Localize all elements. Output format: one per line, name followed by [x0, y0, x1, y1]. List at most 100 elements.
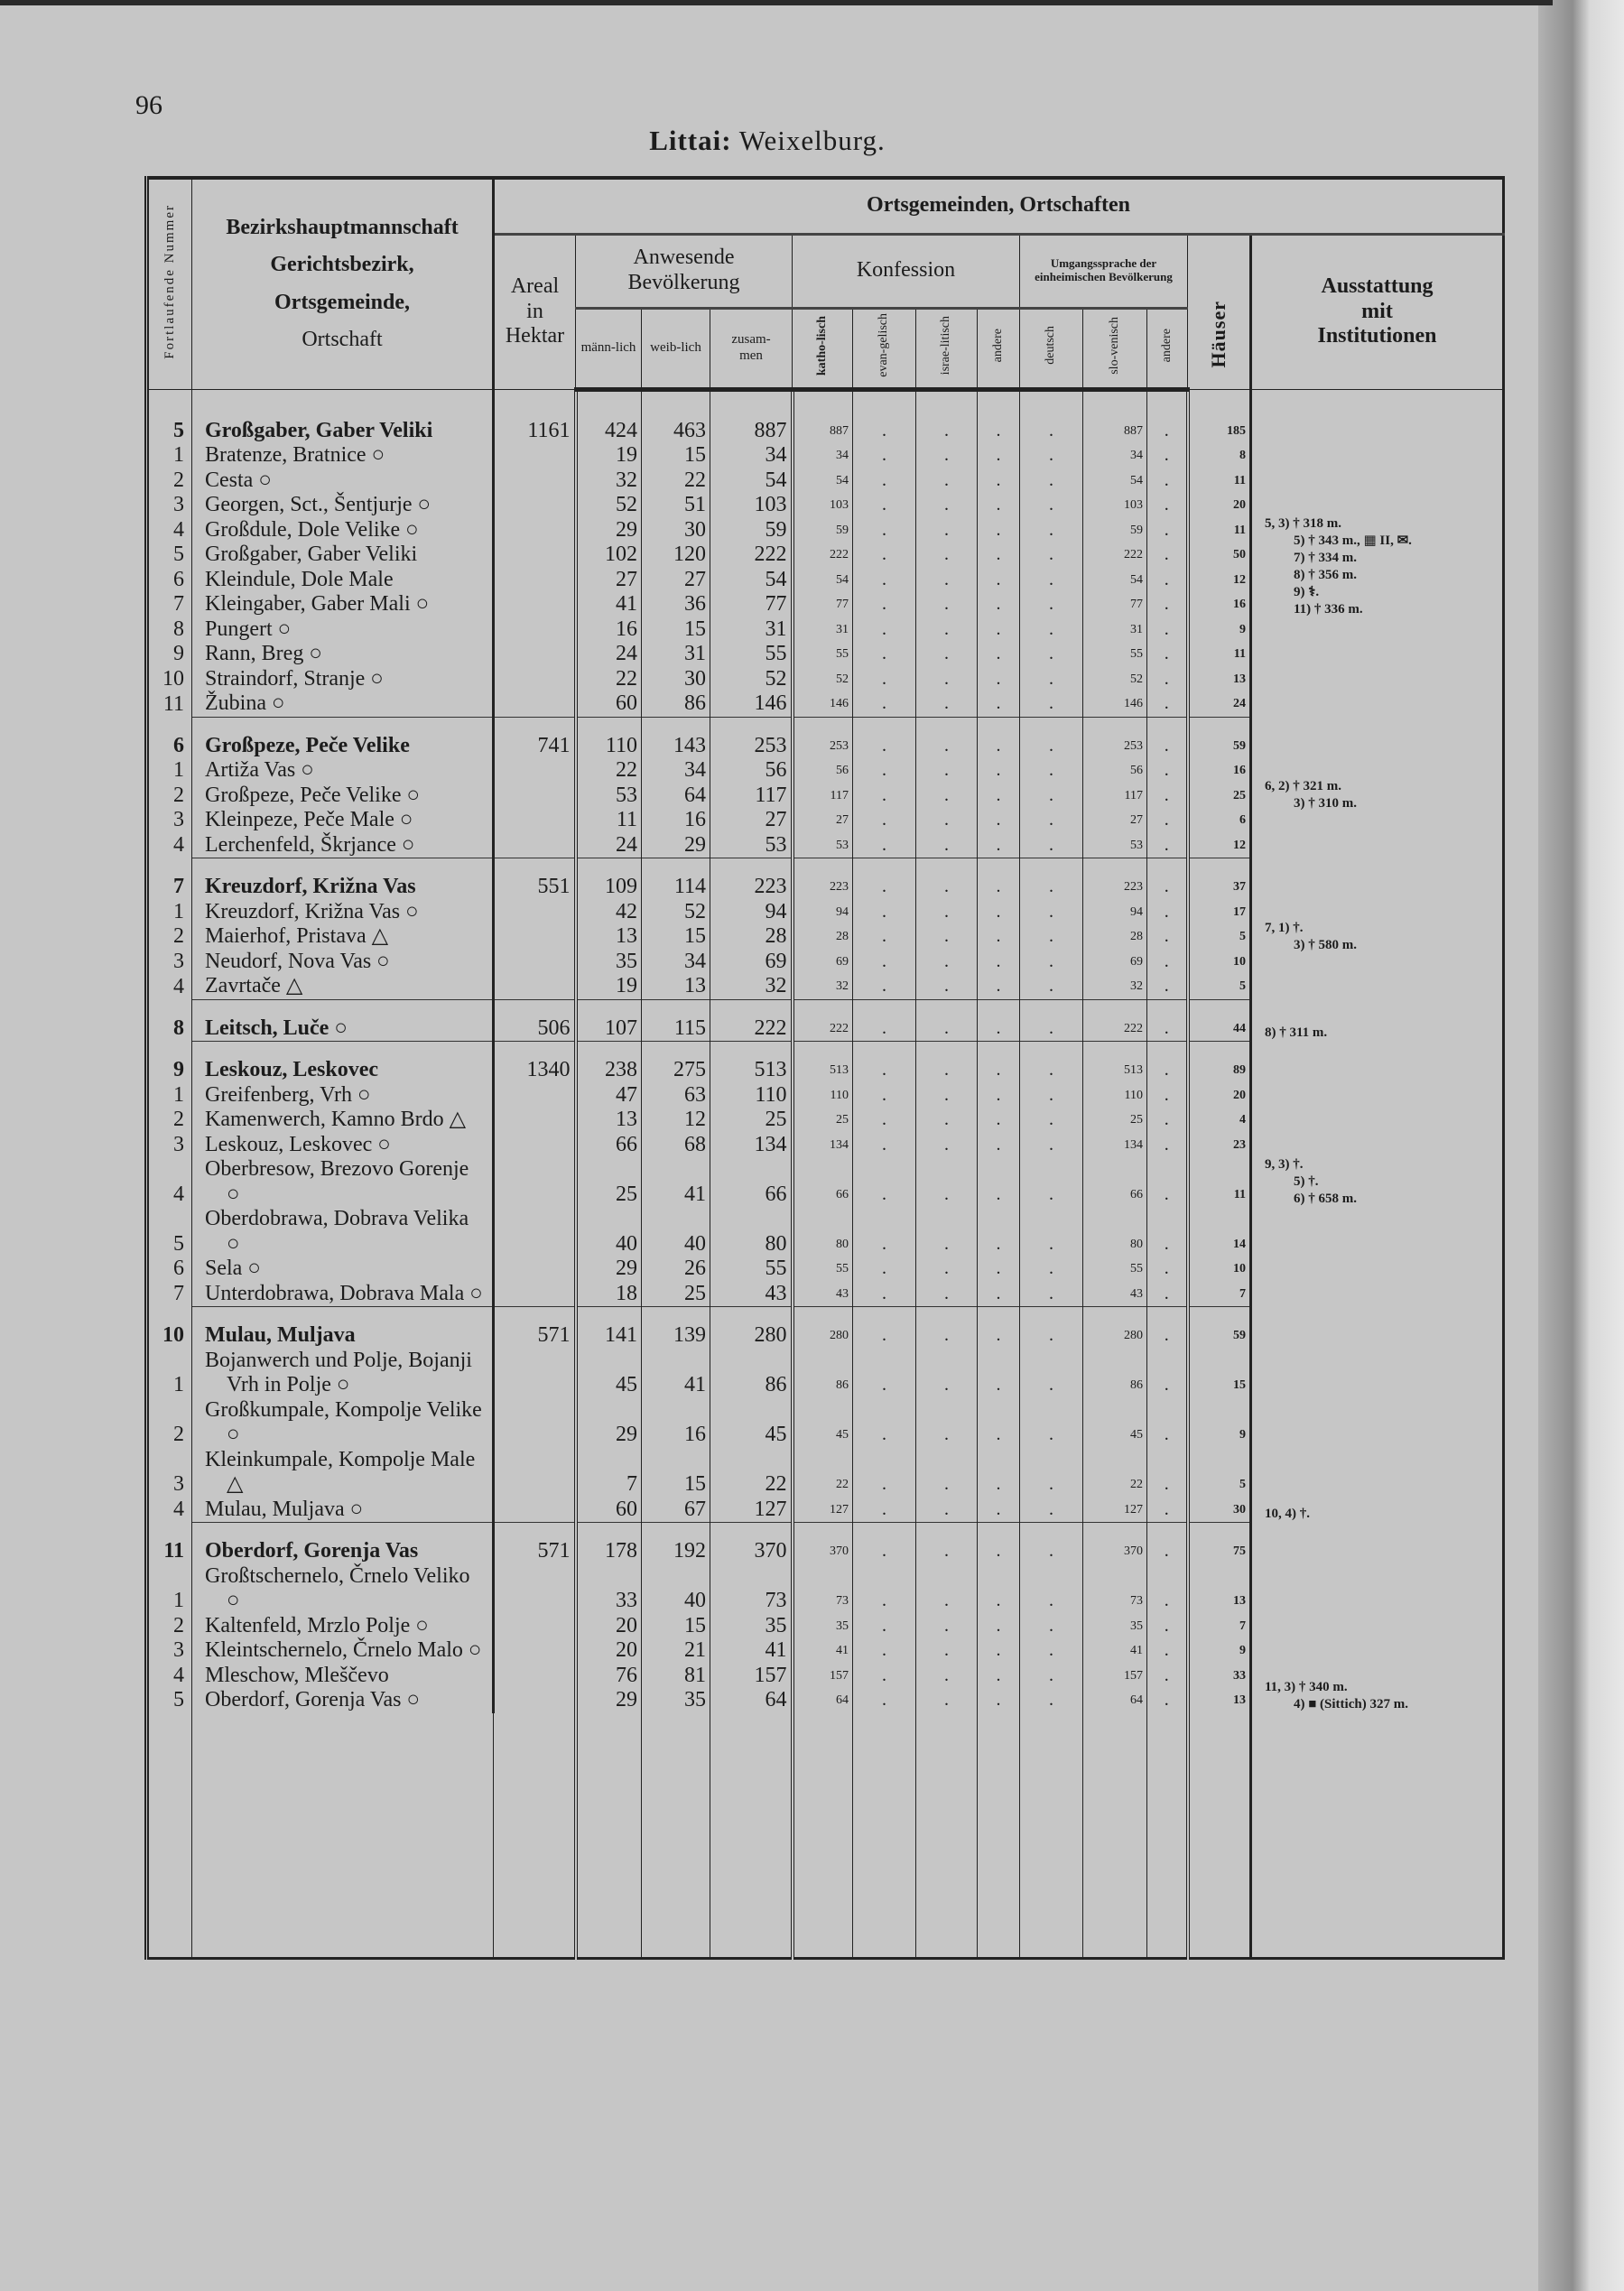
other-language-count: . [1146, 1613, 1190, 1638]
male-count: 19 [575, 443, 642, 468]
header-weiblich: weib-lich [641, 307, 710, 392]
other-confession-count: . [977, 493, 1020, 518]
female-count: 15 [641, 1447, 710, 1498]
evangelical-count: . [852, 783, 916, 808]
catholic-count: 53 [792, 832, 853, 858]
female-count: 63 [641, 1082, 710, 1108]
total-count: 80 [710, 1207, 794, 1257]
row-number: 6 [144, 1257, 192, 1282]
areal-value [493, 468, 578, 493]
other-language-count: . [1146, 1082, 1190, 1108]
total-count: 157 [710, 1663, 794, 1688]
houses-count: 20 [1187, 1082, 1251, 1108]
row-number: 2 [144, 1108, 192, 1133]
male-count: 33 [575, 1563, 642, 1614]
other-language-count: . [1146, 1688, 1190, 1713]
catholic-count: 28 [792, 924, 853, 950]
male-count: 35 [575, 949, 642, 974]
female-count: 86 [641, 691, 710, 717]
female-count: 81 [641, 1663, 710, 1688]
areal-value: 741 [493, 716, 578, 758]
slovene-count: 64 [1082, 1688, 1147, 1713]
other-language-count: . [1146, 666, 1190, 691]
male-count: 20 [575, 1613, 642, 1638]
settlement-name: Artiža Vas ○ [191, 758, 495, 784]
catholic-count: 80 [792, 1207, 853, 1257]
slovene-count: 887 [1082, 389, 1147, 443]
settlement-name: Bojanwerch und Polje, Bojanji Vrh in Pol… [191, 1348, 495, 1398]
evangelical-count: . [852, 716, 916, 758]
catholic-count: 73 [792, 1563, 853, 1614]
row-number: 3 [144, 1447, 192, 1498]
total-count: 28 [710, 924, 794, 950]
row-number: 10 [144, 666, 192, 691]
institution-note: 7) † 334 m. [1294, 550, 1357, 565]
houses-count: 11 [1187, 517, 1251, 543]
institution-note: 4) ■ (Sittich) 327 m. [1294, 1696, 1408, 1711]
catholic-count: 52 [792, 666, 853, 691]
institutions-notes: 8) † 311 m. [1248, 999, 1506, 1042]
evangelical-count: . [852, 1497, 916, 1523]
evangelical-count: . [852, 998, 916, 1042]
catholic-count: 35 [792, 1613, 853, 1638]
header-konfession: Konfession [792, 233, 1020, 310]
catholic-count: 25 [792, 1108, 853, 1133]
german-count: . [1019, 1497, 1083, 1523]
total-count: 146 [710, 691, 794, 717]
total-count: 86 [710, 1348, 794, 1398]
total-count: 127 [710, 1497, 794, 1523]
male-count: 60 [575, 1497, 642, 1523]
settlement-name: Oberdobrawa, Dobrava Velika ○ [191, 1207, 495, 1257]
total-count: 56 [710, 758, 794, 784]
settlement-row: 1 Greifenberg, Vrh ○ 47 63 110 110.... 110. 20 [144, 1082, 1504, 1108]
houses-count: 59 [1187, 716, 1251, 758]
houses-count: 37 [1187, 858, 1251, 900]
header-name: Bezirkshauptmannschaft Gerichtsbezirk, O… [191, 176, 495, 390]
municipality-row: 8 Leitsch, Luče ○ 506 107 115 222 222.... 222. 4… [144, 998, 1506, 1042]
houses-count: 16 [1187, 758, 1251, 784]
israelite-count: . [915, 899, 978, 924]
evangelical-count: . [852, 1157, 916, 1207]
female-count: 29 [641, 832, 710, 858]
catholic-count: 31 [792, 617, 853, 642]
settlement-name: Großkumpale, Kompolje Velike ○ [191, 1397, 495, 1448]
empty-cell [1082, 1712, 1147, 1960]
areal-value: 506 [493, 998, 578, 1042]
evangelical-count: . [852, 1688, 916, 1713]
slovene-count: 280 [1082, 1306, 1147, 1349]
empty-cell [493, 1712, 578, 1960]
female-count: 139 [641, 1306, 710, 1349]
other-language-count: . [1146, 949, 1190, 974]
total-count: 66 [710, 1157, 794, 1207]
houses-count: 13 [1187, 1688, 1251, 1713]
other-confession-count: . [977, 832, 1020, 858]
houses-count: 7 [1187, 1613, 1251, 1638]
areal-value: 1340 [493, 1041, 578, 1083]
german-count: . [1019, 716, 1083, 758]
other-language-count: . [1146, 592, 1190, 617]
israelite-count: . [915, 974, 978, 999]
other-language-count: . [1146, 543, 1190, 568]
total-count: 513 [710, 1041, 794, 1083]
female-count: 22 [641, 468, 710, 493]
israelite-count: . [915, 716, 978, 758]
israelite-count: . [915, 1613, 978, 1638]
settlement-name: Kleinkumpale, Kompolje Male △ [191, 1447, 495, 1498]
areal-value [493, 974, 578, 999]
other-confession-count: . [977, 567, 1020, 592]
other-confession-count: . [977, 1281, 1020, 1307]
areal-value: 1161 [493, 389, 578, 443]
israelite-count: . [915, 493, 978, 518]
settlement-row: 5 Großgaber, Gaber Veliki 102 120 222 222....… [144, 543, 1504, 568]
row-number: 2 [144, 468, 192, 493]
municipality-row: 9 Leskouz, Leskovec 1340 238 275 513 513.... 51… [144, 1041, 1506, 1307]
row-number: 4 [144, 974, 192, 999]
areal-value [493, 666, 578, 691]
other-confession-count: . [977, 1082, 1020, 1108]
israelite-count: . [915, 1563, 978, 1614]
total-count: 25 [710, 1108, 794, 1133]
male-count: 32 [575, 468, 642, 493]
settlement-name: Straindorf, Stranje ○ [191, 666, 495, 691]
row-number: 3 [144, 1638, 192, 1664]
other-confession-count: . [977, 924, 1020, 950]
